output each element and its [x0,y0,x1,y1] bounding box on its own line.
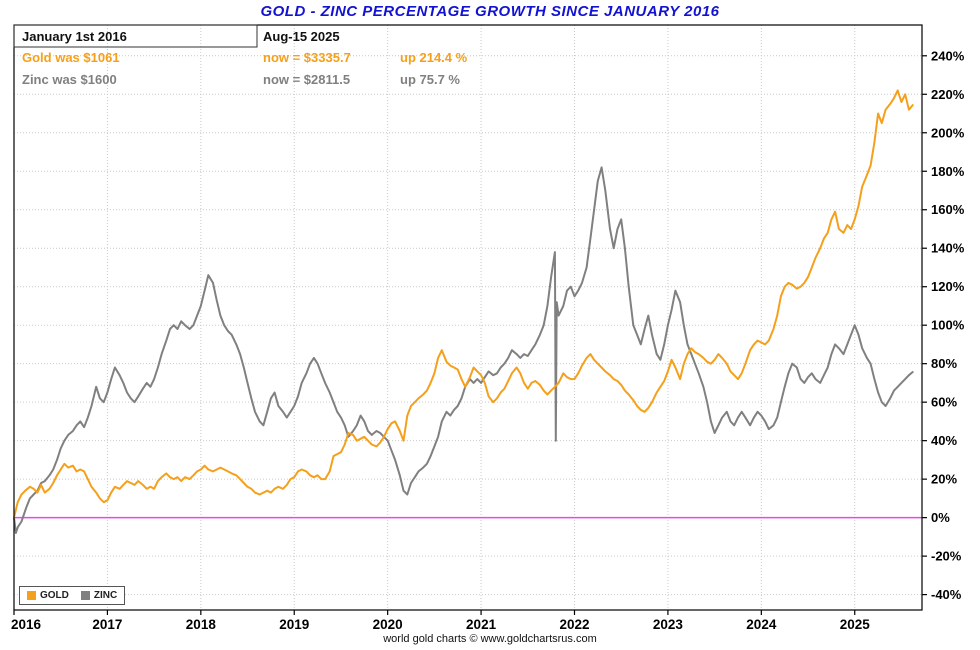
annotation-gold-change: up 214.4 % [400,50,468,65]
x-tick-label: 2022 [559,617,589,632]
y-tick-label: 80% [931,356,957,371]
legend-label-zinc: ZINC [93,590,118,601]
annotation-zinc-now: now = $2811.5 [263,72,351,87]
annotation-gold-now: now = $3335.7 [263,50,351,65]
x-tick-label: 2019 [279,617,309,632]
gold-swatch-icon [27,591,36,600]
legend-item-zinc: ZINC [80,590,118,601]
x-tick-label: 2024 [746,617,777,632]
zinc-series-line [13,166,914,534]
y-tick-label: 240% [931,48,965,63]
x-tick-label: 2017 [92,617,122,632]
start-date-box [13,24,258,48]
gold-series-line [13,89,914,519]
page-title: GOLD - ZINC PERCENTAGE GROWTH SINCE JANU… [260,3,720,20]
annotation-gold-start: Gold was $1061 [22,50,120,65]
y-tick-label: 60% [931,395,957,410]
annotation-start-date: January 1st 2016 [22,29,127,44]
x-tick-label: 2020 [373,617,403,632]
annotation-end-date: Aug-15 2025 [263,29,340,44]
y-tick-label: 40% [931,433,957,448]
annotation-zinc-start: Zinc was $1600 [22,72,117,87]
y-tick-label: 200% [931,125,965,140]
y-tick-label: 100% [931,318,965,333]
x-tick-label: 2023 [653,617,684,632]
annotation-zinc-change: up 75.7 % [400,72,460,87]
y-tick-label: 140% [931,241,965,256]
x-tick-label: 2016 [11,617,42,632]
x-tick-label: 2025 [840,617,871,632]
y-tick-label: -40% [931,587,962,602]
chart-legend: GOLD ZINC [19,586,126,605]
y-tick-label: 0% [931,510,950,525]
zinc-swatch-icon [80,591,90,600]
plot-border [13,24,923,611]
y-tick-label: 120% [931,279,965,294]
y-tick-label: 220% [931,87,965,102]
y-tick-label: 180% [931,164,965,179]
y-tick-label: 20% [931,472,957,487]
y-tick-label: 160% [931,202,965,217]
footer-credit: world gold charts © www.goldchartsrus.co… [383,633,597,645]
y-tick-label: -20% [931,549,962,564]
legend-item-gold: GOLD [27,590,69,601]
legend-label-gold: GOLD [40,590,69,601]
x-tick-label: 2021 [466,617,497,632]
x-tick-label: 2018 [186,617,217,632]
